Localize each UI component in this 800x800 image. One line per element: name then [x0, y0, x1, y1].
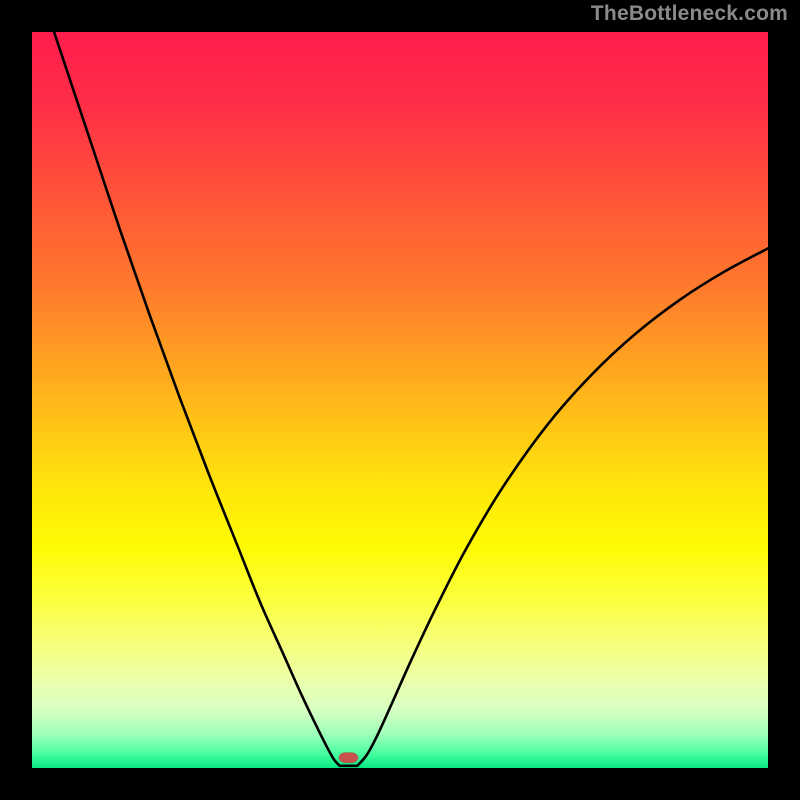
- watermark-label: TheBottleneck.com: [591, 2, 788, 26]
- plot-area: [32, 32, 768, 768]
- optimal-point-marker: [339, 753, 358, 763]
- bottleneck-chart: [32, 32, 768, 768]
- gradient-background: [32, 32, 768, 768]
- chart-frame: TheBottleneck.com: [0, 0, 800, 800]
